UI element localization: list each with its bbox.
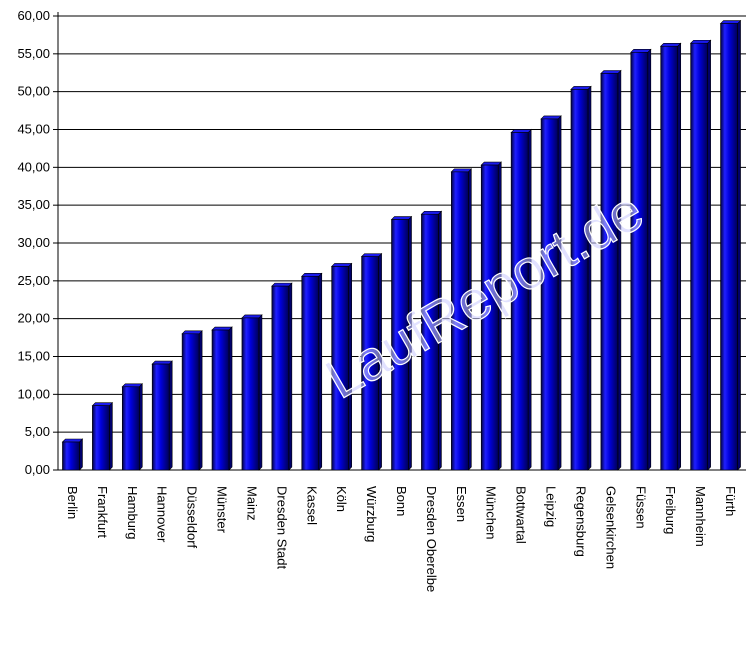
x-tick-label: Köln	[334, 486, 349, 512]
x-tick-labels: Berlin Frankfurt Hamburg Hannover Düsseldorf…	[65, 486, 738, 592]
y-tick-label: 25,00	[17, 273, 50, 288]
bar	[181, 330, 203, 471]
bar	[510, 128, 532, 471]
bar	[659, 42, 682, 471]
x-tick-label: Frankfurt	[95, 486, 110, 538]
y-tick-label: 20,00	[17, 311, 50, 326]
x-tick-label: Würzburg	[364, 486, 379, 542]
x-tick-label: Berlin	[65, 486, 80, 519]
bar	[151, 360, 173, 471]
bar	[330, 262, 353, 471]
bar	[241, 314, 263, 471]
bar	[91, 401, 114, 471]
x-tick-label: Regensburg	[573, 486, 588, 557]
x-tick-label: Bonn	[394, 486, 409, 516]
bar	[211, 326, 233, 471]
y-tick-label: 5,00	[25, 424, 50, 439]
y-tick-label: 50,00	[17, 84, 50, 99]
bar	[301, 272, 323, 471]
y-tick-labels: 0,00 5,00 10,00 15,00 20,00 25,00 30,00 35,00 40…	[17, 8, 50, 477]
x-tick-label: Bottwartal	[514, 486, 529, 544]
y-tick-label: 0,00	[25, 462, 50, 477]
bar	[390, 215, 413, 471]
x-tick-label: Hannover	[155, 486, 170, 543]
x-tick-label: Kassel	[304, 486, 319, 525]
bar	[121, 383, 144, 471]
bar	[570, 85, 592, 471]
bar	[540, 115, 562, 471]
x-tick-label: Dresden Stadt	[274, 486, 289, 569]
x-tick-label: Freiburg	[663, 486, 678, 534]
x-tick-label: Dresden Oberelbe	[424, 486, 439, 592]
y-tick-label: 40,00	[17, 159, 50, 174]
x-tick-label: Mainz	[244, 486, 259, 521]
y-tick-label: 60,00	[17, 8, 50, 23]
x-tick-label: Leipzig	[544, 486, 559, 527]
y-tick-label: 45,00	[17, 122, 50, 137]
y-tick-label: 15,00	[17, 349, 50, 364]
x-tick-label: Mannheim	[693, 486, 708, 547]
bar	[630, 48, 652, 471]
bars	[61, 19, 742, 471]
y-tick-label: 55,00	[17, 46, 50, 61]
bar	[420, 210, 443, 471]
bar	[61, 438, 84, 471]
x-tick-label: Essen	[454, 486, 469, 522]
bar	[689, 39, 712, 471]
bar	[360, 252, 383, 471]
bar	[600, 69, 622, 471]
x-tick-label: Gelsenkirchen	[603, 486, 618, 569]
x-tick-label: Düsseldorf	[185, 486, 200, 549]
x-tick-label: Fürth	[723, 486, 738, 516]
y-tick-label: 10,00	[17, 386, 50, 401]
bar	[719, 19, 742, 471]
bar	[450, 168, 473, 471]
bar	[271, 282, 293, 471]
bar	[480, 161, 502, 471]
y-tick-label: 35,00	[17, 197, 50, 212]
x-tick-label: München	[484, 486, 499, 539]
x-tick-label: Hamburg	[125, 486, 140, 539]
y-tick-label: 30,00	[17, 235, 50, 250]
x-tick-label: Füssen	[633, 486, 648, 529]
x-tick-label: Münster	[215, 486, 230, 534]
